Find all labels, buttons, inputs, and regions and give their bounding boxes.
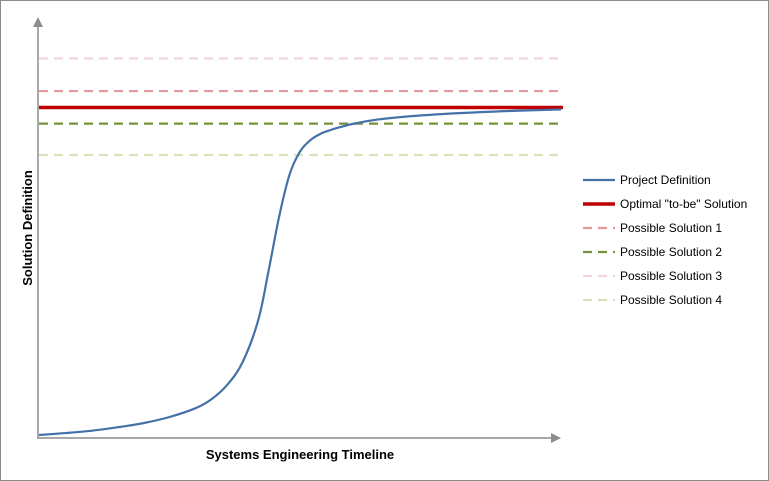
y-axis-label: Solution Definition xyxy=(20,170,35,286)
legend-label-project-definition: Project Definition xyxy=(620,173,711,187)
legend-label-possible-solution-4: Possible Solution 4 xyxy=(620,293,722,307)
legend-label-possible-solution-1: Possible Solution 1 xyxy=(620,221,722,235)
legend-label-optimal-to-be-solution: Optimal "to-be" Solution xyxy=(620,197,747,211)
x-axis-label: Systems Engineering Timeline xyxy=(206,447,394,462)
legend-label-possible-solution-3: Possible Solution 3 xyxy=(620,269,722,283)
legend: Project Definition Optimal "to-be" Soluti… xyxy=(583,173,747,307)
series-line-project-definition xyxy=(38,108,562,437)
plot-area xyxy=(38,57,563,437)
legend-label-possible-solution-2: Possible Solution 2 xyxy=(620,245,722,259)
